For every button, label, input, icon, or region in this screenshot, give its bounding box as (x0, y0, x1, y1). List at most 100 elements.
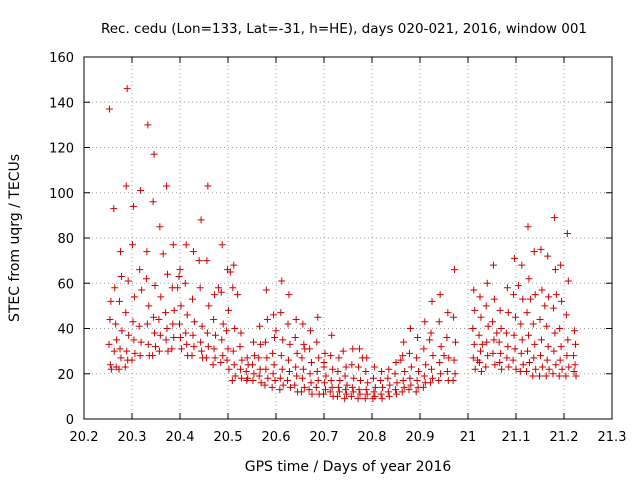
data-point (537, 245, 545, 253)
data-point (122, 309, 130, 317)
data-point (555, 372, 563, 380)
data-point (214, 284, 222, 292)
data-point (250, 370, 258, 378)
data-point (510, 331, 518, 339)
data-point (504, 309, 512, 317)
chart-title: Rec. cedu (Lon=133, Lat=-31, h=HE), days… (101, 21, 587, 37)
data-point (350, 374, 358, 382)
data-point (428, 374, 436, 382)
data-point (209, 361, 217, 369)
data-point (571, 361, 579, 369)
data-point (322, 372, 330, 380)
data-point (111, 284, 119, 292)
data-point (536, 372, 544, 380)
data-point (385, 365, 393, 373)
data-point (205, 302, 213, 310)
data-point (427, 379, 435, 387)
data-point (257, 340, 265, 348)
data-point (151, 282, 159, 290)
data-point (363, 390, 371, 398)
data-point (384, 374, 392, 382)
data-point (469, 354, 477, 362)
data-point (190, 318, 198, 326)
data-point (176, 266, 184, 274)
data-point (238, 356, 246, 364)
data-point (517, 320, 525, 328)
data-point (271, 377, 279, 385)
data-point (348, 383, 356, 391)
data-point (437, 370, 445, 378)
data-point (538, 363, 546, 371)
data-point (234, 291, 242, 299)
y-tick-label: 20 (57, 368, 74, 383)
data-point (436, 358, 444, 366)
data-point (261, 381, 269, 389)
data-point (163, 325, 171, 332)
x-tick-label: 21.2 (550, 430, 579, 445)
data-point (541, 302, 549, 310)
data-point (279, 336, 287, 344)
data-point (542, 372, 550, 380)
data-point (435, 377, 443, 385)
data-point (125, 331, 133, 339)
data-point (450, 356, 458, 364)
data-point (518, 336, 526, 344)
data-point (570, 367, 578, 375)
data-point (328, 383, 336, 391)
data-point (177, 345, 185, 353)
data-point (106, 315, 114, 323)
data-point (342, 386, 350, 394)
data-point (231, 372, 239, 380)
data-point (489, 349, 497, 357)
data-point (451, 266, 459, 274)
data-point (138, 286, 146, 294)
data-point (219, 320, 227, 328)
data-point (168, 345, 176, 353)
data-point (490, 295, 498, 303)
data-point (130, 336, 138, 344)
data-point (421, 318, 429, 326)
data-point (321, 386, 329, 394)
data-point (377, 377, 385, 385)
data-point (118, 327, 126, 335)
data-point (476, 347, 484, 355)
data-point (183, 340, 191, 348)
data-point (386, 381, 394, 389)
data-point (264, 374, 272, 382)
data-point (327, 377, 335, 385)
data-point (437, 343, 445, 351)
data-point (292, 363, 300, 371)
data-point (217, 288, 225, 296)
data-point (343, 381, 351, 389)
data-point (356, 390, 364, 398)
data-point (224, 345, 232, 353)
data-point (203, 257, 211, 265)
data-point (518, 261, 526, 269)
data-point (163, 182, 171, 190)
data-point (314, 377, 322, 385)
data-point (305, 386, 313, 394)
data-point (502, 329, 510, 337)
data-point (391, 370, 399, 378)
data-point (397, 356, 405, 364)
data-point (412, 388, 420, 396)
data-point (509, 356, 517, 364)
data-point (511, 254, 519, 262)
data-point (469, 325, 477, 332)
data-point (572, 340, 580, 348)
data-point (298, 354, 306, 362)
data-point (497, 325, 505, 332)
data-point (474, 356, 482, 364)
y-axis-label: STEC from uqrg / TECUs (7, 154, 23, 322)
data-point (162, 336, 170, 344)
data-point (105, 340, 113, 348)
data-point (223, 356, 231, 364)
data-point (306, 370, 314, 378)
data-point (406, 374, 414, 382)
data-point (272, 327, 280, 335)
data-point (401, 367, 409, 375)
data-point (301, 345, 309, 353)
data-point (482, 302, 490, 310)
data-point (110, 347, 118, 355)
